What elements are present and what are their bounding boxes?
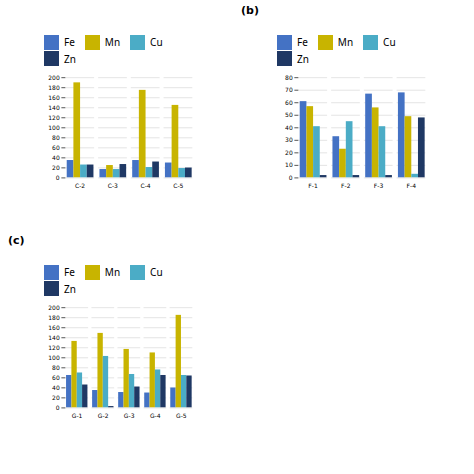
svg-text:20: 20	[52, 164, 60, 171]
html-text:Mn: Mn	[337, 35, 354, 50]
html-text:Zn: Zn	[64, 51, 76, 66]
svg-text:120: 120	[48, 114, 60, 121]
svg-text:F-1: F-1	[308, 182, 318, 189]
svg-text:C-3: C-3	[108, 182, 118, 189]
svg-text:80: 80	[52, 134, 60, 141]
html-text:Fe: Fe	[64, 35, 75, 50]
svg-text:180: 180	[48, 84, 60, 91]
html-text:Mn: Mn	[104, 35, 121, 50]
svg-text:60: 60	[52, 374, 60, 381]
svg-text:200: 200	[48, 304, 60, 311]
svg-text:G-4: G-4	[150, 412, 161, 419]
html-text:(c): (c)	[8, 234, 25, 247]
svg-text:140: 140	[48, 104, 60, 111]
svg-text:C-2: C-2	[75, 182, 85, 189]
svg-text:80: 80	[52, 364, 60, 371]
svg-text:0: 0	[56, 174, 60, 181]
svg-text:G-5: G-5	[176, 412, 187, 419]
svg-text:80: 80	[285, 74, 293, 81]
svg-text:160: 160	[48, 324, 60, 331]
svg-text:G-1: G-1	[72, 412, 83, 419]
svg-text:20: 20	[52, 394, 60, 401]
html-text:Fe: Fe	[64, 265, 75, 280]
svg-text:20: 20	[285, 149, 293, 156]
html-text:Fe: Fe	[297, 35, 308, 50]
svg-text:40: 40	[52, 154, 60, 161]
svg-text:C-5: C-5	[173, 182, 183, 189]
svg-text:F-4: F-4	[407, 182, 417, 189]
html-text:Mn: Mn	[104, 265, 121, 280]
svg-text:0: 0	[56, 404, 60, 411]
html-text:Cu: Cu	[150, 265, 163, 280]
svg-text:200: 200	[48, 74, 60, 81]
svg-text:120: 120	[48, 344, 60, 351]
html-text:(b): (b)	[241, 4, 259, 17]
svg-text:60: 60	[285, 99, 293, 106]
svg-text:0: 0	[289, 174, 293, 181]
html-text:Zn: Zn	[297, 51, 309, 66]
svg-text:40: 40	[52, 384, 60, 391]
svg-text:10: 10	[285, 161, 293, 168]
svg-text:F-2: F-2	[341, 182, 351, 189]
html-text:Zn: Zn	[64, 281, 76, 296]
svg-text:100: 100	[48, 124, 60, 131]
svg-text:60: 60	[52, 144, 60, 151]
svg-text:50: 50	[285, 111, 293, 118]
svg-text:180: 180	[48, 314, 60, 321]
svg-text:C-4: C-4	[140, 182, 150, 189]
html-text:Cu: Cu	[150, 35, 163, 50]
svg-text:30: 30	[285, 136, 293, 143]
svg-text:F-3: F-3	[374, 182, 384, 189]
svg-text:G-3: G-3	[124, 412, 135, 419]
svg-text:G-2: G-2	[98, 412, 109, 419]
svg-text:40: 40	[285, 124, 293, 131]
svg-text:160: 160	[48, 94, 60, 101]
svg-text:100: 100	[48, 354, 60, 361]
html-text:Cu: Cu	[383, 35, 396, 50]
svg-text:70: 70	[285, 86, 293, 93]
svg-text:140: 140	[48, 334, 60, 341]
